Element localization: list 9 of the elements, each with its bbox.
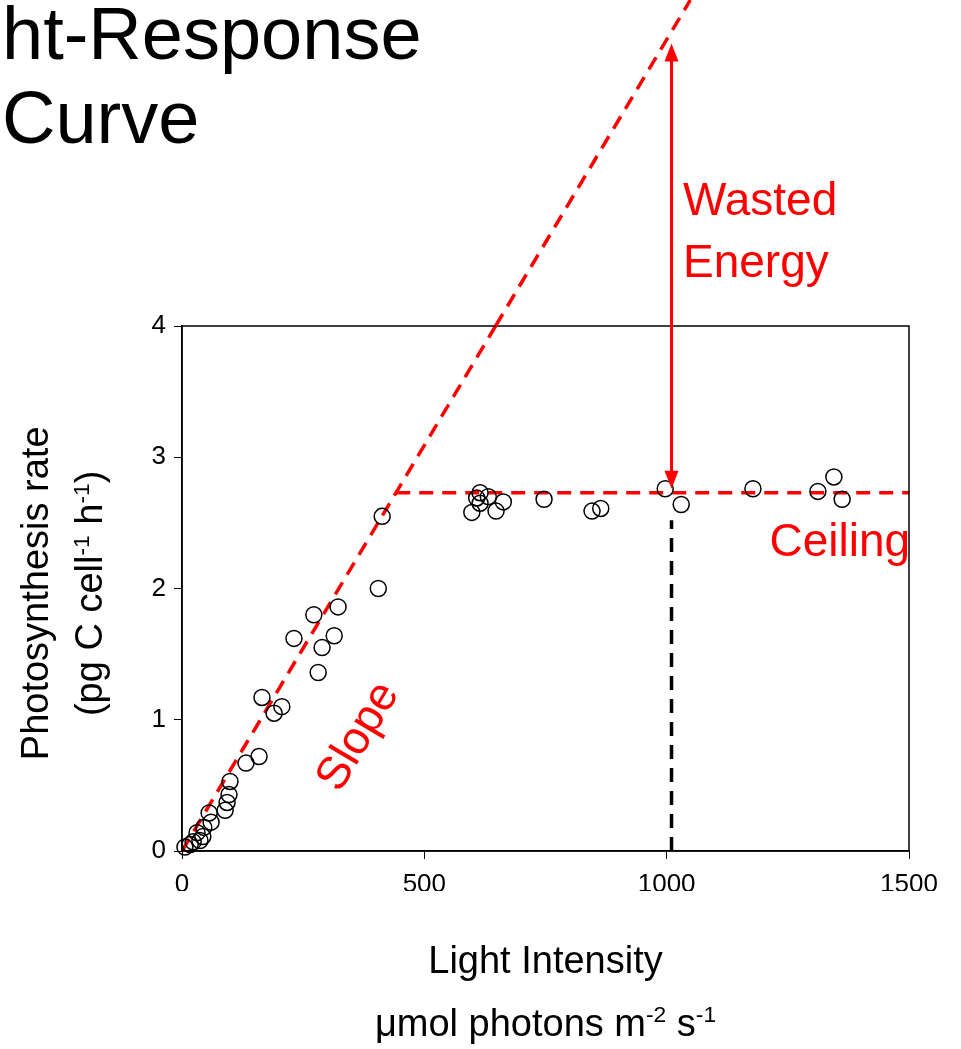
y-tick-label: 2 [151, 571, 166, 602]
y-tick-label: 0 [151, 834, 166, 865]
text: Wasted Energy [683, 172, 839, 289]
y-tick-label: 1 [151, 702, 166, 733]
y-tick-label: 3 [151, 440, 166, 471]
annotation: Ceiling [769, 513, 911, 568]
x-axis-title: Light Intensity μmol photons m$^{-2}$ s$^{-1}$ [373, 938, 718, 1046]
y-tick-label: 4 [151, 309, 166, 340]
chart-title: ht-Response Curve [2, 0, 423, 160]
